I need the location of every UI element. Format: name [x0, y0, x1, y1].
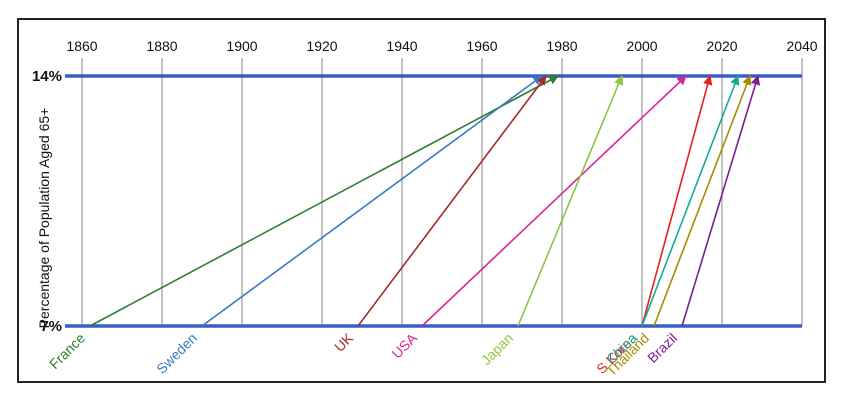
x-tick-label: 1960 [466, 38, 497, 54]
series-arrow-brazil [681, 75, 761, 327]
chart-svg: 7% 14% 1860 1880 1900 1920 1940 1960 1980 2000 20… [32, 38, 818, 379]
series-label: Japan [478, 330, 516, 368]
series-arrow-france [89, 75, 559, 327]
series-label: USA [388, 329, 420, 361]
chart-frame: 7% 14% 1860 1880 1900 1920 1940 1960 1980 2000 20… [17, 18, 826, 383]
series-label: Sweden [153, 330, 200, 377]
x-tick-labels: 1860 1880 1900 1920 1940 1960 1980 2000 2020 2040 [66, 38, 817, 54]
x-tick-label: 2040 [786, 38, 817, 54]
series-arrow-usa [421, 75, 687, 327]
x-tick-label: 1920 [306, 38, 337, 54]
series-arrow-uk [357, 75, 547, 327]
series-arrow-china [641, 75, 740, 327]
y-level-label: 14% [32, 68, 62, 85]
series-label: UK [331, 329, 357, 355]
y-axis-label: Percentage of Population Aged 65+ [36, 108, 52, 329]
x-tick-label: 2000 [626, 38, 657, 54]
series-arrow-thailand [653, 75, 752, 327]
x-tick-label: 1940 [386, 38, 417, 54]
x-tick-label: 1880 [146, 38, 177, 54]
series-labels: France Sweden UK USA Japan S KoreaChinaThaila… [46, 329, 680, 379]
x-tick-label: 1860 [66, 38, 97, 54]
series-label: France [46, 330, 88, 372]
series-layer [89, 75, 761, 327]
series-arrow-japan [517, 75, 624, 327]
x-tick-label: 1980 [546, 38, 577, 54]
x-tick-label: 1900 [226, 38, 257, 54]
x-tick-label: 2020 [706, 38, 737, 54]
y-level-label: 7% [40, 318, 62, 335]
series-label: Brazil [644, 330, 680, 366]
series-arrow-sweden [201, 75, 543, 327]
series-arrow-s-korea [641, 75, 713, 327]
